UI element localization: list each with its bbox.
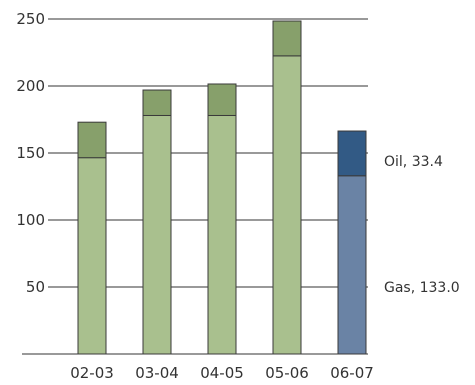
x-tick-label-02-03: 02-03: [70, 364, 114, 382]
x-tick-labels: 02-03 03-04 04-05 05-06 06-07: [70, 364, 374, 382]
y-tick-label-150: 150: [16, 144, 45, 162]
annotations: Oil, 33.4 Gas, 133.0: [384, 154, 460, 296]
x-tick-label-03-04: 03-04: [135, 364, 179, 382]
bar-05-06-segment-2: [272, 20, 302, 57]
y-tick-labels: 50 100 150 200 250: [16, 10, 45, 296]
gridlines: [22, 18, 368, 355]
bar-03-04-segment-2: [142, 89, 172, 116]
bar-04-05-segment-1: [207, 114, 237, 355]
x-tick-label-04-05: 04-05: [200, 364, 244, 382]
x-tick-label-05-06: 05-06: [265, 364, 309, 382]
bar-06-07-segment-1: [337, 175, 367, 355]
y-tick-label-100: 100: [16, 211, 45, 229]
bar-05-06-segment-1: [272, 55, 302, 355]
annotation-1: Oil, 33.4: [384, 154, 443, 170]
bars: [77, 20, 367, 355]
annotation-2: Gas, 133.0: [384, 280, 460, 296]
bar-06-07-segment-2: [337, 130, 367, 177]
bar-03-04-segment-1: [142, 114, 172, 355]
y-tick-label-200: 200: [16, 77, 45, 95]
y-tick-label-50: 50: [26, 278, 45, 296]
bar-04-05-segment-2: [207, 83, 237, 116]
bar-02-03-segment-2: [77, 121, 107, 159]
x-tick-label-06-07: 06-07: [330, 364, 374, 382]
y-tick-label-250: 250: [16, 10, 45, 28]
bar-02-03-segment-1: [77, 157, 107, 355]
